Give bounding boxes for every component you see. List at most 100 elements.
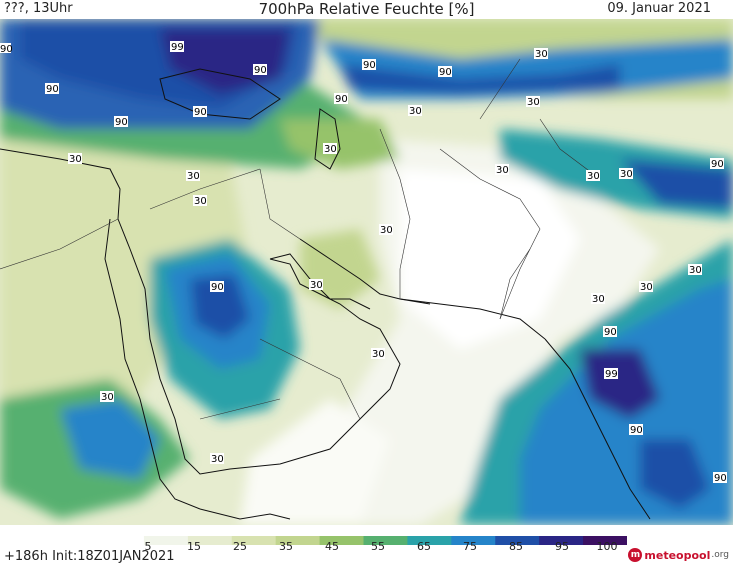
legend-swatch bbox=[539, 536, 584, 545]
svg-text:30: 30 bbox=[372, 349, 385, 360]
forecast-info: +186h Init:18Z01JAN2021 bbox=[4, 549, 175, 564]
contour-label: 30 bbox=[586, 170, 600, 182]
svg-text:90: 90 bbox=[363, 60, 376, 71]
legend-tick: 45 bbox=[325, 540, 339, 553]
contour-label: 30 bbox=[534, 48, 548, 60]
country-borders bbox=[0, 58, 601, 420]
legend-swatch bbox=[100, 536, 145, 545]
contour-label: 90 bbox=[334, 93, 348, 105]
svg-text:90: 90 bbox=[115, 117, 128, 128]
svg-text:30: 30 bbox=[211, 454, 224, 465]
contour-label: 90 bbox=[362, 59, 376, 71]
contour-label: 99 bbox=[170, 41, 184, 53]
contour-label: 30 bbox=[639, 281, 653, 293]
svg-text:30: 30 bbox=[640, 282, 653, 293]
logo-name: meteopool bbox=[644, 548, 711, 562]
legend-tick: 85 bbox=[509, 540, 523, 553]
contour-label: 90 bbox=[629, 424, 643, 436]
svg-text:90: 90 bbox=[335, 94, 348, 105]
contour-label: 30 bbox=[210, 453, 224, 465]
contour-label: 90 bbox=[45, 83, 59, 95]
contour-label: 90 bbox=[438, 66, 452, 78]
contour-label: 30 bbox=[619, 168, 633, 180]
legend-tick: 25 bbox=[233, 540, 247, 553]
contour-labels: 90 99 90 90 90 90 90 90 90 30 30 30 30 3… bbox=[0, 41, 727, 484]
contour-label: 90 bbox=[713, 472, 727, 484]
legend-tick: 35 bbox=[279, 540, 293, 553]
contour-label: 30 bbox=[688, 264, 702, 276]
svg-text:30: 30 bbox=[496, 165, 509, 176]
meteopool-logo[interactable]: m meteopool .org bbox=[628, 547, 729, 563]
svg-text:99: 99 bbox=[171, 42, 184, 53]
svg-text:30: 30 bbox=[324, 144, 337, 155]
svg-text:30: 30 bbox=[380, 225, 393, 236]
svg-text:30: 30 bbox=[689, 265, 702, 276]
svg-text:30: 30 bbox=[187, 171, 200, 182]
legend-swatch bbox=[143, 536, 189, 545]
svg-text:30: 30 bbox=[587, 171, 600, 182]
legend-color-bar bbox=[100, 530, 628, 545]
legend-swatch bbox=[187, 536, 233, 545]
map-title: 700hPa Relative Feuchte [%] bbox=[258, 0, 475, 18]
svg-text:90: 90 bbox=[714, 473, 727, 484]
svg-text:30: 30 bbox=[101, 392, 114, 403]
svg-text:30: 30 bbox=[310, 280, 323, 291]
svg-text:90: 90 bbox=[211, 282, 224, 293]
legend-tick: 55 bbox=[371, 540, 385, 553]
svg-text:90: 90 bbox=[711, 159, 724, 170]
svg-text:30: 30 bbox=[527, 97, 540, 108]
legend-tick: 15 bbox=[187, 540, 201, 553]
legend-swatch bbox=[451, 536, 496, 545]
svg-text:90: 90 bbox=[194, 107, 207, 118]
legend-ticks: 5 15 25 35 45 55 65 75 85 95 100 bbox=[0, 540, 733, 554]
svg-text:30: 30 bbox=[409, 106, 422, 117]
coastlines bbox=[0, 68, 651, 520]
contour-label: 90 bbox=[710, 158, 724, 170]
svg-text:30: 30 bbox=[69, 154, 82, 165]
svg-text:99: 99 bbox=[605, 369, 618, 380]
svg-text:30: 30 bbox=[535, 49, 548, 60]
contour-label: 30 bbox=[591, 293, 605, 305]
logo-tld: .org bbox=[711, 550, 729, 560]
contour-label: 90 bbox=[253, 64, 267, 76]
legend-tick: 75 bbox=[463, 540, 477, 553]
svg-text:30: 30 bbox=[592, 294, 605, 305]
legend-swatch bbox=[231, 536, 277, 545]
svg-text:90: 90 bbox=[630, 425, 643, 436]
legend-swatch bbox=[407, 536, 452, 545]
svg-text:90: 90 bbox=[604, 327, 617, 338]
map-canvas: 90 99 90 90 90 90 90 90 90 30 30 30 30 3… bbox=[0, 19, 733, 525]
legend-tick: 100 bbox=[596, 540, 618, 553]
legend-tick: 65 bbox=[417, 540, 431, 553]
contour-label: 30 bbox=[495, 164, 509, 176]
header: ???, 13Uhr 700hPa Relative Feuchte [%] 0… bbox=[0, 0, 733, 18]
legend-tick: 95 bbox=[555, 540, 569, 553]
legend-swatch bbox=[275, 536, 321, 545]
svg-text:90: 90 bbox=[0, 44, 13, 55]
legend-swatch bbox=[495, 536, 540, 545]
contour-label: 30 bbox=[526, 96, 540, 108]
location-time: ???, 13Uhr bbox=[4, 1, 73, 16]
contour-label: 30 bbox=[323, 143, 337, 155]
legend-swatch bbox=[363, 536, 408, 545]
contour-label: 30 bbox=[186, 170, 200, 182]
contour-label: 90 bbox=[210, 281, 224, 293]
contour-label: 30 bbox=[100, 391, 114, 403]
contour-label: 90 bbox=[114, 116, 128, 128]
humidity-field bbox=[0, 19, 733, 525]
contour-label: 30 bbox=[68, 153, 82, 165]
legend-color-bar-svg bbox=[100, 536, 628, 545]
svg-text:30: 30 bbox=[194, 196, 207, 207]
svg-text:90: 90 bbox=[439, 67, 452, 78]
forecast-date: 09. Januar 2021 bbox=[607, 1, 711, 16]
contour-label: 99 bbox=[604, 368, 618, 380]
humidity-map: 90 99 90 90 90 90 90 90 90 30 30 30 30 3… bbox=[0, 19, 733, 525]
contour-label: 30 bbox=[371, 348, 385, 360]
meteopool-logo-icon: m bbox=[628, 548, 643, 562]
svg-text:30: 30 bbox=[620, 169, 633, 180]
contour-label: 90 bbox=[193, 106, 207, 118]
legend-tick: 5 bbox=[144, 540, 152, 553]
contour-label: 30 bbox=[193, 195, 207, 207]
contour-label: 30 bbox=[408, 105, 422, 117]
contour-label: 90 bbox=[603, 326, 617, 338]
